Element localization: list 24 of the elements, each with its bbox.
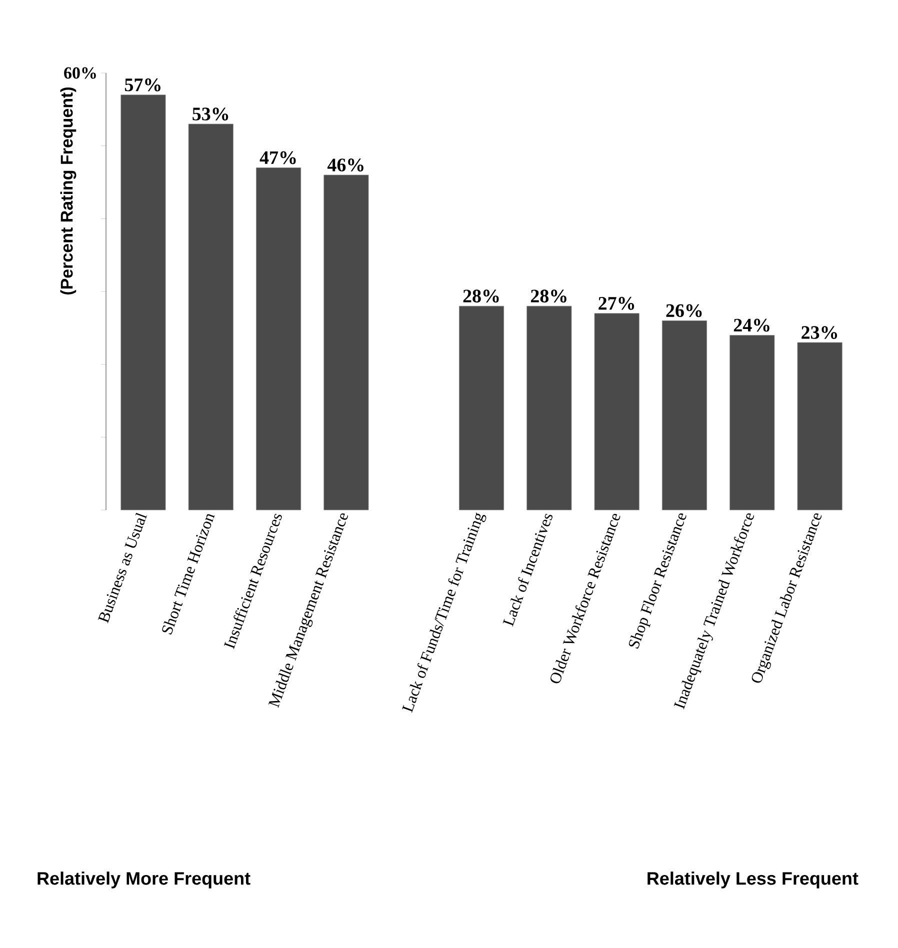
data-label: 28% [463, 290, 499, 303]
y-tick-label: 60% [64, 67, 96, 79]
data-label: 46% [327, 158, 364, 172]
y-axis-title: (Percent Rating Frequent) [60, 87, 76, 295]
data-label: 26% [666, 304, 702, 318]
bar [256, 167, 302, 510]
bar [324, 174, 369, 510]
bar [730, 334, 775, 510]
data-label: 53% [192, 108, 228, 120]
bar [594, 313, 640, 510]
data-label: 23% [802, 326, 838, 339]
text: Relatively More Frequent [38, 872, 250, 888]
data-label: 28% [530, 290, 566, 303]
data-label: 27% [598, 296, 634, 310]
bar [526, 306, 572, 510]
bar [458, 306, 504, 510]
data-label: 57% [124, 78, 160, 92]
data-label: 24% [734, 318, 770, 332]
bar [662, 320, 708, 510]
bar [120, 94, 166, 510]
text: Relatively Less Frequent [648, 872, 858, 888]
bar [797, 342, 842, 510]
data-label: 47% [260, 151, 296, 164]
bar [188, 124, 234, 510]
